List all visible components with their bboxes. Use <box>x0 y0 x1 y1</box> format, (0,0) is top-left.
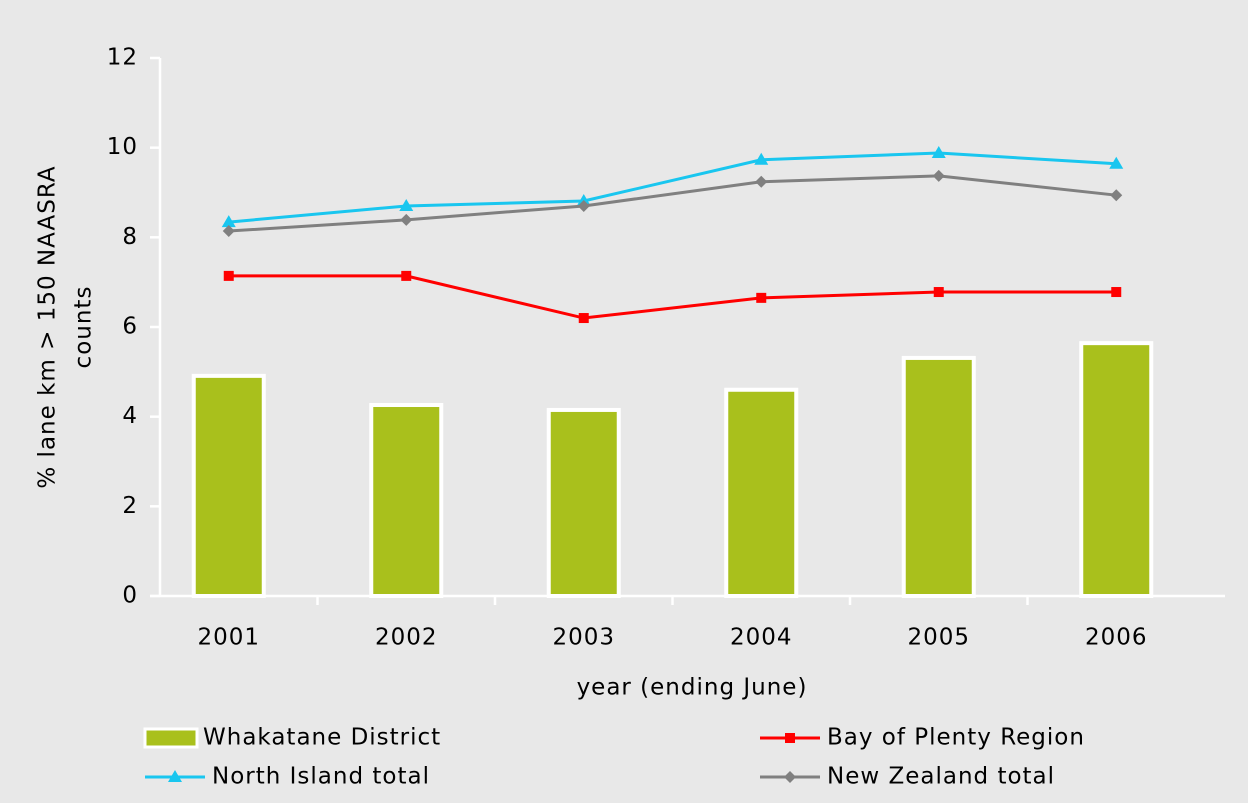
bar <box>1079 341 1154 599</box>
y-axis-label: counts <box>71 286 97 369</box>
point <box>931 146 946 159</box>
point <box>754 152 769 165</box>
point <box>578 313 589 324</box>
y-tick-label: 0 <box>122 583 138 609</box>
line <box>228 174 1117 233</box>
point <box>1111 287 1122 298</box>
point <box>756 292 767 303</box>
x-tick-label: 2001 <box>197 625 260 651</box>
y-axis-label: % lane km > 150 NAASRA <box>35 165 61 488</box>
x-tick-label: 2003 <box>552 625 615 651</box>
point <box>223 270 234 281</box>
bar <box>546 407 621 599</box>
legend-label: Bay of Plenty Region <box>827 725 1085 751</box>
point <box>932 169 945 182</box>
bar <box>724 387 799 598</box>
point <box>221 215 236 228</box>
legend-swatch <box>143 727 199 749</box>
y-tick-label: 8 <box>122 224 138 250</box>
bar <box>901 355 976 598</box>
point <box>399 198 414 211</box>
point <box>933 287 944 298</box>
y-tick-label: 2 <box>122 493 138 519</box>
line <box>228 151 1117 224</box>
point <box>1110 189 1123 202</box>
point <box>400 213 413 226</box>
y-tick-label: 12 <box>107 45 138 71</box>
point <box>401 270 412 281</box>
point <box>1109 156 1124 169</box>
legend-label: North Island total <box>212 764 430 790</box>
point <box>755 175 768 188</box>
line <box>228 274 1117 320</box>
legend-label: New Zealand total <box>827 764 1055 790</box>
x-tick-label: 2006 <box>1085 625 1148 651</box>
point <box>222 225 235 238</box>
legend-marker <box>785 733 795 743</box>
legend-marker <box>168 770 182 782</box>
legend-marker <box>784 771 796 783</box>
bar <box>191 373 266 599</box>
bar <box>369 403 444 599</box>
legend-label: Whakatane District <box>203 725 441 751</box>
x-tick-label: 2005 <box>907 625 970 651</box>
y-tick-label: 4 <box>122 403 138 429</box>
x-tick-label: 2002 <box>375 625 438 651</box>
x-tick-label: 2004 <box>730 625 793 651</box>
y-tick-label: 6 <box>122 314 138 340</box>
x-axis-label: year (ending June) <box>577 675 808 701</box>
point <box>577 199 590 212</box>
y-tick-label: 10 <box>107 134 138 160</box>
